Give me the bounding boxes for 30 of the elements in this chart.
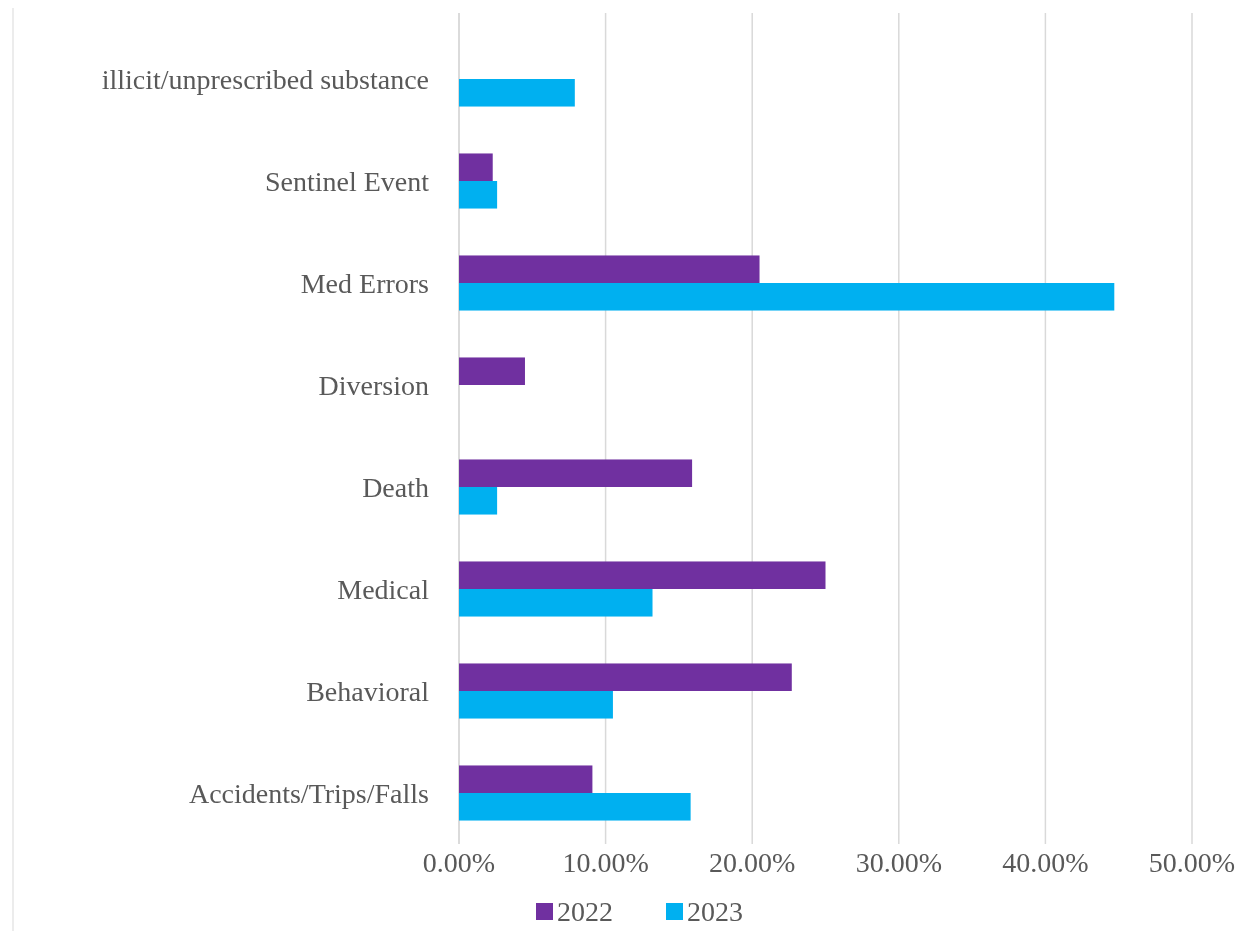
y-tick-label: Med Errors [300, 267, 429, 299]
y-tick-label: Medical [337, 573, 430, 605]
bar [459, 691, 613, 719]
x-tick-label: 50.00% [1148, 847, 1236, 878]
y-tick-label: Death [362, 471, 429, 503]
bar [459, 181, 498, 209]
x-tick-label: 40.00% [1002, 847, 1089, 878]
bar [459, 487, 498, 515]
x-tick-label: 10.00% [562, 847, 649, 878]
x-tick-label: 20.00% [709, 847, 796, 878]
bar [459, 357, 525, 385]
y-tick-label: Diversion [318, 369, 429, 401]
y-tick-label: Sentinel Event [264, 165, 430, 197]
y-tick-label: Behavioral [306, 675, 430, 707]
bar [459, 793, 691, 821]
bar [459, 283, 1115, 311]
bar [459, 79, 575, 107]
y-tick-label: Accidents/Trips/Falls [188, 777, 429, 809]
legend-label: 2022 [557, 896, 613, 927]
x-tick-label: 30.00% [855, 847, 942, 878]
bar [459, 589, 653, 617]
bar [459, 765, 593, 793]
bar [459, 663, 792, 691]
bar [459, 459, 693, 487]
y-tick-label: illicit/unprescribed substance [101, 63, 429, 95]
x-tick-label: 0.00% [422, 847, 496, 878]
bar [459, 255, 760, 283]
legend-label: 2023 [687, 896, 743, 927]
bar [459, 561, 826, 589]
bar [459, 153, 493, 181]
